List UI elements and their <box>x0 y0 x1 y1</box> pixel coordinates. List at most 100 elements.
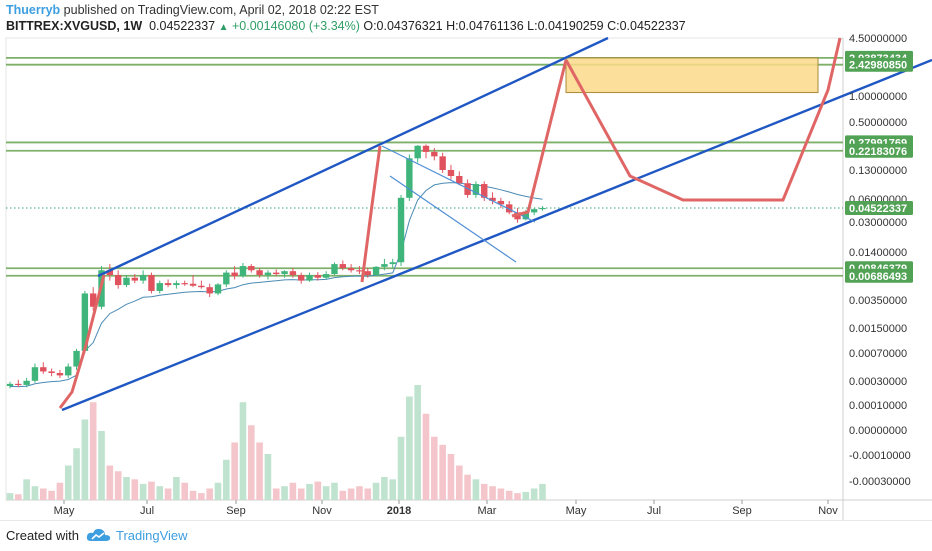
volume-bar <box>31 486 39 500</box>
volume-bar <box>381 477 388 500</box>
target-zone-box <box>565 57 819 94</box>
candle <box>447 170 455 177</box>
symbol-label: BITTREX:XVGUSD, 1W <box>6 19 143 33</box>
time-tick-label: Nov <box>818 505 838 517</box>
wedge-upper-line <box>381 145 536 223</box>
price-tag <box>845 143 913 158</box>
volume-bar <box>514 493 521 500</box>
candle <box>422 145 430 152</box>
price-tick-label: 0.00010000 <box>849 400 907 412</box>
wedge-lower-line <box>389 175 517 263</box>
volume-bar <box>81 419 89 500</box>
candle <box>256 270 263 276</box>
tradingview-cloud-icon[interactable] <box>86 527 112 543</box>
volume-bar <box>414 385 421 500</box>
forecast-path-future <box>564 37 842 202</box>
volume-bar <box>56 482 64 500</box>
volume-bar <box>464 474 471 500</box>
volume-bar <box>281 486 288 500</box>
candle <box>65 366 72 376</box>
price-tick-label: 0.13000000 <box>849 165 907 177</box>
volume-bar <box>98 431 105 500</box>
candle <box>164 283 172 286</box>
volume-bar <box>156 486 164 500</box>
volume-bar <box>256 442 263 500</box>
created-with-label: Created with <box>6 528 79 543</box>
candle <box>306 275 313 281</box>
volume-bar <box>23 479 30 500</box>
price-tick-label: 1.00000000 <box>849 91 907 103</box>
candle <box>231 272 238 277</box>
price-tag <box>845 268 913 283</box>
volume-bar <box>73 448 80 500</box>
volume-bar <box>497 488 505 500</box>
volume-bar <box>530 488 538 500</box>
volume-bar <box>114 471 122 500</box>
volume-bar <box>356 486 363 500</box>
volume-bar <box>189 490 197 500</box>
candle <box>364 271 371 276</box>
symbol-info: BITTREX:XVGUSD, 1W 0.04522337 ▲ +0.00146… <box>6 19 686 33</box>
volume-bar <box>48 490 55 500</box>
volume-bar <box>264 454 272 500</box>
price-tick-label: -0.00030000 <box>849 476 911 488</box>
price-tick-label: 0.50000000 <box>849 117 907 129</box>
price-tag-label: 0.22183076 <box>849 146 907 158</box>
author-link[interactable]: Thuerryb <box>6 3 61 17</box>
volume-bar <box>139 483 147 500</box>
price-tick-label: 0.03000000 <box>849 217 907 229</box>
candle <box>73 350 80 367</box>
volume-bar <box>447 454 455 500</box>
last-price: 0.04522337 <box>149 19 216 33</box>
price-tick-label: -0.00010000 <box>849 450 911 462</box>
candle <box>314 275 322 278</box>
candle <box>131 277 138 281</box>
candle <box>414 145 421 159</box>
candle <box>123 277 130 286</box>
candle <box>15 383 22 386</box>
candle <box>372 266 380 276</box>
time-tick-label: Sep <box>732 505 752 517</box>
candle <box>139 275 147 281</box>
volume-bar <box>422 413 430 500</box>
time-tick-label: 2018 <box>387 505 411 517</box>
candle <box>431 151 438 157</box>
candle <box>56 372 64 376</box>
volume-bar <box>148 481 155 500</box>
price-change: +0.00146080 (+3.34%) <box>232 19 360 33</box>
candle <box>23 380 30 385</box>
volume-bar <box>123 477 130 500</box>
price-tag <box>845 57 913 72</box>
candle <box>397 197 405 263</box>
forecast-path-up <box>511 59 568 218</box>
candle <box>181 283 188 285</box>
volume-bar <box>347 488 355 500</box>
candle <box>322 274 330 278</box>
time-tick-label: Sep <box>226 505 246 517</box>
volume-bar <box>6 493 14 500</box>
volume-bar <box>439 444 446 500</box>
candle <box>198 285 205 288</box>
channel-lower-line <box>61 58 932 412</box>
time-tick-label: Mar <box>478 505 497 517</box>
candle <box>489 197 496 201</box>
volume-bar <box>431 436 438 500</box>
volume-bar <box>372 482 380 500</box>
volume-bar <box>306 483 313 500</box>
candle <box>206 287 213 294</box>
volume-bar <box>131 479 139 500</box>
candle <box>273 272 280 275</box>
volume-bar <box>272 488 280 500</box>
candle <box>264 272 272 276</box>
volume-bar <box>489 486 496 500</box>
candle <box>31 367 39 381</box>
time-tick-label: Jul <box>140 505 154 517</box>
footer: Created with TradingView <box>0 520 932 551</box>
up-arrow-icon: ▲ <box>218 22 229 33</box>
candle <box>298 275 305 281</box>
candle <box>347 268 355 271</box>
price-chart[interactable]: 4.50000000 1.00000000 0.50000000 0.13000000… <box>0 0 932 520</box>
candle <box>481 184 488 198</box>
tradingview-brand[interactable]: TradingView <box>116 528 188 543</box>
volume-bar <box>522 491 530 500</box>
